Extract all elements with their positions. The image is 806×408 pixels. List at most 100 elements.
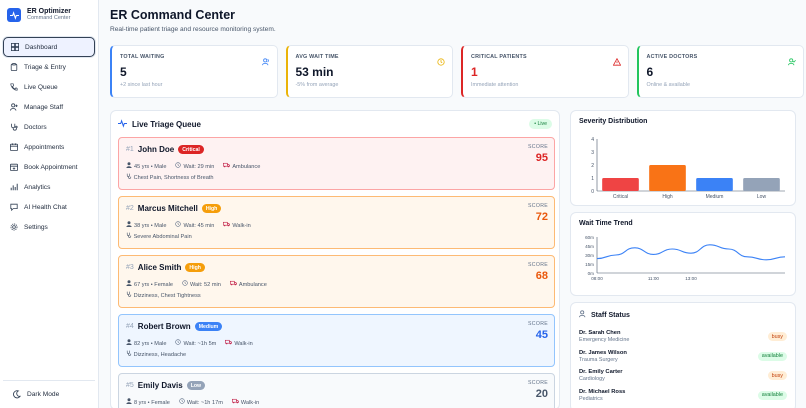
severity-chart: 0 1 2 3 4 Critical High Medium Low (591, 137, 785, 200)
staff-status-badge: available (757, 351, 787, 361)
sidebar-item-label: Settings (24, 223, 48, 231)
brand-name: ER Optimizer (27, 8, 71, 16)
sidebar-nav: Dashboard Triage & Entry Live Queue Mana… (0, 30, 98, 237)
trend-title: Wait Time Trend (579, 220, 633, 227)
staff-department: Pediatrics (579, 395, 603, 402)
patient-symptoms: Dizziness, Headache (133, 352, 187, 358)
stat-card-critical-patients: CRITICAL PATIENTS 1 Immediate attention (461, 45, 629, 98)
clock-icon (182, 280, 188, 288)
y-tick-label: 2 (591, 163, 594, 169)
patient-wait: Wait: 52 min (189, 282, 221, 288)
stat-value: 5 (120, 65, 127, 79)
stat-card-total-waiting: TOTAL WAITING 5 +2 since last hour (110, 45, 278, 98)
staff-row: Dr. Emily Carter Cardiology busy (571, 366, 795, 386)
sidebar-item-analytics[interactable]: Analytics (3, 177, 95, 197)
user-icon (126, 221, 132, 229)
y-tick-label: 60m (585, 235, 594, 240)
staff-row: Dr. James Wilson Trauma Surgery availabl… (571, 347, 795, 367)
chat-icon (9, 203, 18, 212)
patient-card[interactable]: #2 Marcus Mitchell High 38 yrs • Male Wa… (118, 196, 555, 249)
patient-number: #5 (126, 382, 134, 389)
patient-demographics: 67 yrs • Female (134, 282, 173, 288)
sidebar-item-label: AI Health Chat (24, 203, 67, 211)
y-tick-label: 4 (591, 137, 594, 143)
stat-card-avg-wait-time: AVG WAIT TIME 53 min -5% from average (285, 45, 453, 98)
wait-time-chart: 0m 15m 30m 45m 60m 08:00 11:00 13:00 (585, 235, 786, 281)
severity-distribution-card: Severity Distribution 0 1 2 3 4 Critical High M… (570, 110, 796, 206)
user-icon (126, 398, 132, 406)
severity-badge: Medium (194, 322, 223, 331)
sidebar: ER Optimizer Command Center Dashboard Tr… (0, 0, 99, 408)
sidebar-item-triage-entry[interactable]: Triage & Entry (3, 57, 95, 77)
patient-name: Emily Davis (137, 381, 183, 390)
stat-label: AVG WAIT TIME (295, 54, 339, 60)
x-tick-label: High (662, 194, 673, 200)
patient-demographics: 8 yrs • Female (134, 400, 170, 406)
patient-symptoms: Chest Pain, Shortness of Breath (133, 175, 214, 181)
staff-status-badge: available (757, 390, 787, 400)
patient-card[interactable]: #3 Alice Smith High 67 yrs • Female Wait… (118, 255, 555, 308)
patient-number: #3 (126, 264, 134, 271)
calendar-icon (9, 143, 18, 152)
sidebar-item-label: Appointments (24, 143, 65, 151)
sidebar-item-ai-health-chat[interactable]: AI Health Chat (3, 197, 95, 217)
patient-demographics: 38 yrs • Male (134, 223, 167, 229)
y-tick-label: 0 (591, 189, 594, 195)
user-icon (126, 162, 132, 170)
sidebar-item-dashboard[interactable]: Dashboard (3, 37, 95, 57)
y-tick-label: 30m (585, 253, 594, 258)
sidebar-item-manage-staff[interactable]: Manage Staff (3, 97, 95, 117)
users-icon (579, 310, 587, 320)
sidebar-item-appointments[interactable]: Appointments (3, 137, 95, 157)
stat-label: ACTIVE DOCTORS (646, 54, 698, 60)
stat-footnote: Online & available (646, 82, 690, 88)
live-badge: • Live (529, 119, 552, 129)
wait-time-trend-card: Wait Time Trend 0m 15m 30m 45m 60m 08:00 11:00… (570, 212, 796, 296)
patient-card[interactable]: #1 John Doe Critical 45 yrs • Male Wait:… (118, 137, 555, 190)
ambulance-icon (223, 162, 231, 170)
patient-wait: Wait: ~1h 17m (186, 400, 223, 406)
severity-title: Severity Distribution (579, 118, 648, 125)
gear-icon (9, 223, 18, 232)
wait-time-line (596, 244, 786, 261)
patient-demographics: 82 yrs • Male (134, 341, 167, 347)
queue-title: Live Triage Queue (132, 119, 201, 129)
bar-high (649, 165, 686, 191)
patient-number: #1 (126, 146, 134, 153)
clock-icon (175, 162, 182, 170)
staff-name: Dr. Emily Carter (579, 369, 623, 376)
sidebar-item-label: Book Appointment (24, 163, 78, 171)
main-content: ER Command Center Real-time patient tria… (100, 0, 806, 408)
staff-row: Dr. Michael Ross Pediatrics available (571, 386, 795, 406)
patient-card[interactable]: #4 Robert Brown Medium 82 yrs • Male Wai… (118, 314, 555, 367)
severity-badge: Critical (178, 145, 204, 154)
clipboard-icon (9, 63, 18, 72)
live-triage-queue: Live Triage Queue • Live #1 John Doe Cri… (110, 110, 560, 408)
clock-icon (179, 398, 185, 406)
dark-mode-toggle[interactable]: Dark Mode (3, 380, 95, 408)
clock-icon (175, 221, 182, 229)
sidebar-item-settings[interactable]: Settings (3, 217, 95, 237)
stat-value: 1 (471, 65, 478, 79)
patient-name: Alice Smith (137, 263, 182, 272)
stat-label: TOTAL WAITING (120, 54, 165, 60)
patient-number: #4 (126, 323, 134, 330)
patient-arrival: Walk-in (234, 341, 253, 347)
users-icon (261, 53, 270, 66)
stat-value: 6 (646, 65, 654, 79)
sidebar-item-book-appointment[interactable]: Book Appointment (3, 157, 95, 177)
patient-name: John Doe (137, 145, 175, 154)
staff-row: Dr. Sarah Chen Emergency Medicine busy (571, 327, 795, 347)
stethoscope-icon (9, 123, 18, 132)
sidebar-item-doctors[interactable]: Doctors (3, 117, 95, 137)
score-label: SCORE (528, 144, 548, 150)
patient-card[interactable]: #5 Emily Davis Low 8 yrs • Female Wait: … (118, 373, 555, 408)
staff-status-badge: busy (767, 332, 787, 342)
score-label: SCORE (528, 203, 548, 209)
y-tick-label: 15m (585, 262, 594, 267)
sidebar-item-live-queue[interactable]: Live Queue (3, 77, 95, 97)
ambulance-icon (231, 398, 239, 406)
stethoscope-icon (126, 173, 132, 181)
activity-icon (118, 115, 127, 133)
grid-icon (10, 43, 19, 52)
